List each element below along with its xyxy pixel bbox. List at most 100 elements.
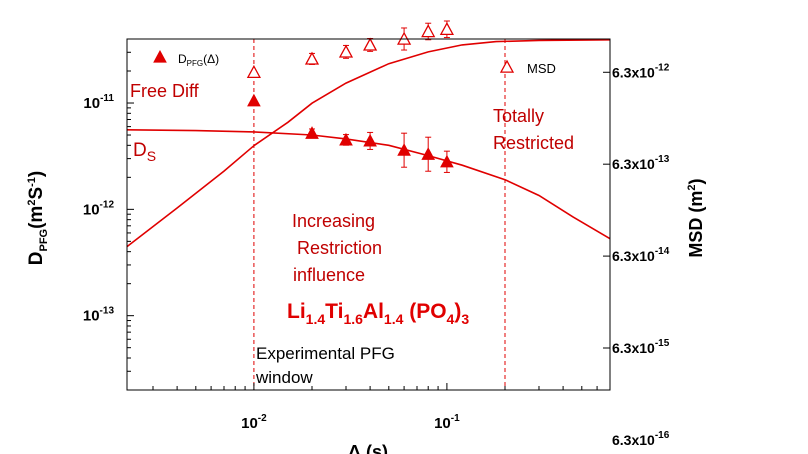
legend-label-msd: MSD xyxy=(527,61,556,76)
annotation-experimental-pfg: Experimental PFG xyxy=(256,344,395,363)
annotation-free-diff: Free Diff xyxy=(130,81,200,101)
y-right-axis-label: MSD (m2) xyxy=(686,178,706,257)
y-right-tick-exponent: -16 xyxy=(655,430,670,441)
annotation-ds: DS xyxy=(133,140,156,164)
annotation-text: window xyxy=(255,368,313,387)
formula-subscript: 4 xyxy=(447,311,455,327)
y-left-tick-label: 10-13 xyxy=(83,306,115,325)
data-point-dpfg xyxy=(440,154,454,168)
x-tick-exponent: -1 xyxy=(451,413,460,424)
formula-subscript: 1.4 xyxy=(306,311,326,327)
annotation-text: Increasing xyxy=(292,211,375,231)
y-left-tick-base: 10 xyxy=(83,95,100,112)
legend-marker-msd xyxy=(499,59,515,73)
y-right-tick-base: 6.3x10 xyxy=(612,248,655,264)
data-point-msd xyxy=(246,64,261,79)
annotation-totally: Totally xyxy=(493,106,544,126)
plot-area xyxy=(126,20,611,390)
data-point-msd xyxy=(304,51,320,65)
legend-label-main: D xyxy=(178,52,187,66)
formula-subscript: 3 xyxy=(461,311,469,327)
annotation-text: Experimental PFG xyxy=(256,344,395,363)
y-left-label-superscript: 2 xyxy=(26,200,38,206)
annotation-text: Totally xyxy=(493,106,544,126)
y-right-label-units: ) xyxy=(686,178,706,184)
y-left-tick-label: 10-12 xyxy=(83,199,115,218)
annotation-text: Restriction xyxy=(297,238,382,258)
x-tick-label: 10-1 xyxy=(434,413,460,432)
y-left-label-units: (m xyxy=(26,206,47,229)
y-right-tick-label: 6.3x10-15 xyxy=(612,338,670,356)
legend-label-dpfg: DPFG(Δ) xyxy=(178,52,219,68)
axes: 10-2 10-110-1110-1210-136.3x10-126.3x10-1… xyxy=(26,38,706,454)
x-tick-label: 10-2 xyxy=(241,413,267,432)
y-right-tick-exponent: -12 xyxy=(655,62,670,73)
legend-label-main: MSD xyxy=(527,61,556,76)
y-left-tick-exponent: -13 xyxy=(100,306,115,317)
annotations: Free Diff DS Totally Restricted Increasing Re… xyxy=(130,81,574,387)
annotation-window: window xyxy=(255,368,313,387)
y-right-tick-label: 6.3x10-14 xyxy=(612,246,670,264)
annotation-restricted: Restricted xyxy=(493,133,574,153)
y-right-tick-label: 6.3x10-13 xyxy=(612,154,670,172)
y-left-tick-base: 10 xyxy=(83,308,100,325)
x-axis-label: Δ (s) xyxy=(348,442,388,454)
y-left-label-main: D xyxy=(26,252,47,266)
formula-subscript: 1.4 xyxy=(384,311,404,327)
annotation-increasing: Increasing xyxy=(292,211,375,231)
annotation-formula: Li1.4Ti1.6Al1.4 (PO4)3 xyxy=(287,300,469,327)
y-right-tick-base: 6.3x10 xyxy=(612,156,655,172)
legend-label-rest: (Δ) xyxy=(203,52,219,66)
data-point-msd xyxy=(363,37,378,51)
annotation-text: Free Diff xyxy=(130,81,200,101)
y-left-axis-label: DPFG(m2S-1) xyxy=(26,171,50,266)
y-right-tick-label: 6.3x10-16 xyxy=(612,430,670,448)
y-left-tick-exponent: -11 xyxy=(100,93,114,104)
y-right-tick-base: 6.3x10 xyxy=(612,432,655,448)
annotation-restriction: Restriction xyxy=(297,238,382,258)
data-point-msd xyxy=(421,24,436,38)
y-left-label-superscript: -1 xyxy=(26,177,38,187)
y-right-tick-exponent: -13 xyxy=(655,154,670,165)
y-left-tick-label: 10-11 xyxy=(83,93,114,112)
y-right-label-main: MSD (m xyxy=(686,191,706,258)
x-axis-label-text: Δ (s) xyxy=(348,442,388,454)
y-left-label-units: ) xyxy=(26,171,47,177)
y-right-tick-label: 6.3x10-12 xyxy=(612,62,670,80)
formula-element: Li xyxy=(287,300,306,323)
formula-element: Ti xyxy=(325,300,343,323)
formula-element: ) xyxy=(454,300,461,323)
y-left-tick-base: 10 xyxy=(83,201,100,218)
formula-element: (PO xyxy=(403,300,446,323)
y-right-tick-exponent: -15 xyxy=(655,338,670,349)
formula-subscript: 1.6 xyxy=(343,311,363,327)
y-right-label-superscript: 2 xyxy=(686,184,698,190)
formula-element: Al xyxy=(363,300,384,323)
annotation-ds-main: D xyxy=(133,140,147,161)
model-curve-msd xyxy=(126,39,611,248)
y-left-label-subscript: PFG xyxy=(38,229,50,252)
annotation-text: influence xyxy=(293,265,365,285)
data-point-dpfg xyxy=(421,147,436,160)
y-right-tick-exponent: -14 xyxy=(655,246,670,257)
legend-label-subscript: PFG xyxy=(187,59,203,68)
data-point-msd xyxy=(338,44,354,58)
data-point-dpfg xyxy=(247,93,261,107)
legend-marker-dpfg xyxy=(153,49,167,63)
x-tick-base: 10 xyxy=(241,415,258,432)
data-point-dpfg xyxy=(363,133,377,147)
data-point-dpfg xyxy=(339,132,353,146)
y-left-tick-exponent: -12 xyxy=(100,199,115,210)
data-point-msd xyxy=(439,21,454,36)
y-right-tick-base: 6.3x10 xyxy=(612,340,655,356)
x-tick-exponent: -2 xyxy=(258,413,267,424)
x-tick-base: 10 xyxy=(434,415,451,432)
annotation-text: Restricted xyxy=(493,133,574,153)
annotation-ds-subscript: S xyxy=(147,148,156,164)
y-left-label-units: S xyxy=(26,187,47,200)
data-point-dpfg xyxy=(305,126,319,139)
legend: DPFG(Δ) MSD xyxy=(153,49,556,76)
model-curve-dpfg xyxy=(126,129,611,240)
data-point-dpfg xyxy=(397,143,411,156)
